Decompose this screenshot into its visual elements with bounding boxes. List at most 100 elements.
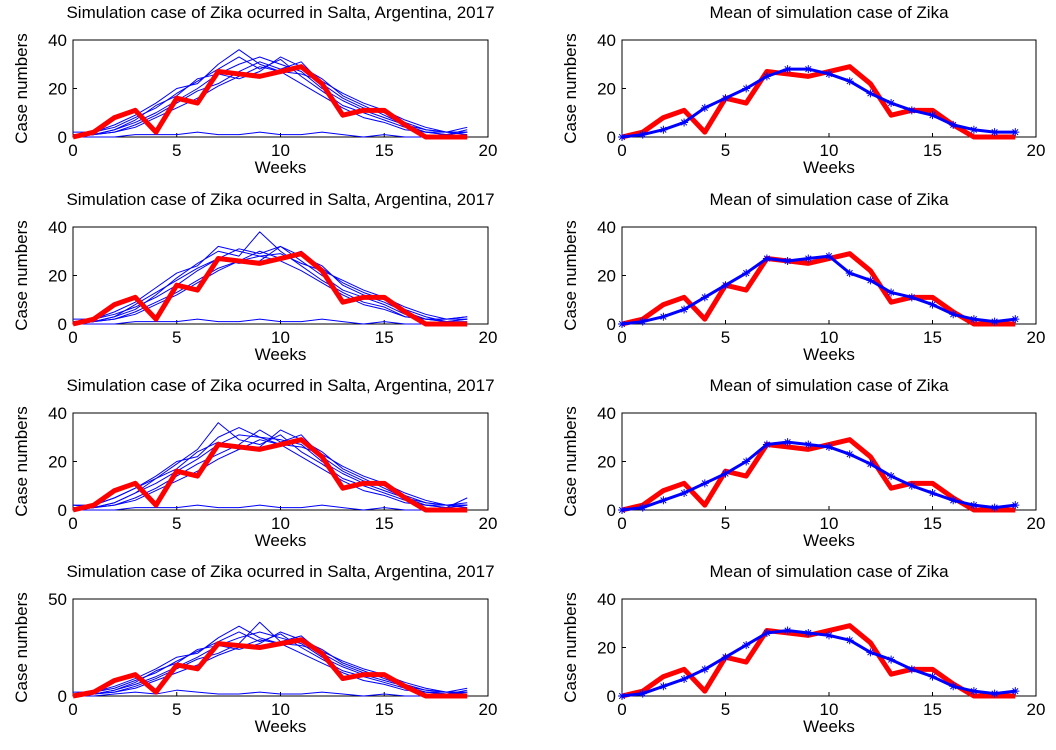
y-axis-label: Case numbers <box>561 220 580 331</box>
point-marker <box>990 317 999 326</box>
series-line <box>72 437 468 513</box>
point-marker <box>907 481 916 490</box>
y-tick-label: 20 <box>597 453 616 472</box>
x-tick-label: 20 <box>479 514 498 533</box>
point-marker <box>1011 687 1020 696</box>
x-axis-label: Weeks <box>803 158 855 177</box>
series-line <box>73 131 468 138</box>
x-tick-label: 20 <box>1027 514 1046 533</box>
series-line <box>621 254 1016 326</box>
x-tick-label: 10 <box>271 514 290 533</box>
point-marker <box>762 628 771 637</box>
point-marker <box>804 628 813 637</box>
series-line <box>621 629 1016 698</box>
point-marker <box>1011 128 1020 137</box>
x-tick-label: 5 <box>721 328 730 347</box>
point-marker <box>680 675 689 684</box>
point-marker <box>990 689 999 698</box>
point-marker <box>804 65 813 74</box>
x-tick-label: 10 <box>271 700 290 719</box>
y-tick-label: 20 <box>597 639 616 658</box>
point-marker <box>949 310 958 319</box>
point-marker <box>659 496 668 505</box>
point-marker <box>721 469 730 478</box>
point-marker <box>700 293 709 302</box>
point-marker <box>969 315 978 324</box>
x-tick-label: 20 <box>1027 700 1046 719</box>
x-tick-label: 0 <box>617 700 626 719</box>
y-axis-label: Case numbers <box>12 592 31 703</box>
x-tick-label: 15 <box>375 514 394 533</box>
x-tick-label: 5 <box>172 141 181 160</box>
x-tick-label: 15 <box>923 141 942 160</box>
x-tick-label: 5 <box>721 514 730 533</box>
x-tick-label: 5 <box>172 700 181 719</box>
point-marker <box>783 65 792 74</box>
point-marker <box>845 77 854 86</box>
point-marker <box>638 317 647 326</box>
point-marker <box>866 276 875 285</box>
x-tick-label: 10 <box>820 328 839 347</box>
series-line <box>621 251 1016 327</box>
point-marker <box>700 479 709 488</box>
point-marker <box>680 305 689 314</box>
y-tick-label: 40 <box>597 31 616 50</box>
chart-title: Mean of simulation case of Zika <box>709 562 949 581</box>
x-tick-label: 15 <box>375 700 394 719</box>
point-marker <box>907 293 916 302</box>
x-tick-label: 15 <box>923 514 942 533</box>
point-marker <box>949 496 958 505</box>
y-tick-label: 20 <box>48 453 67 472</box>
series-line <box>72 64 468 140</box>
point-marker <box>783 626 792 635</box>
point-marker <box>762 440 771 449</box>
point-marker <box>928 489 937 498</box>
point-marker <box>721 281 730 290</box>
chart-title: Simulation case of Zika ocurred in Salta… <box>66 3 494 22</box>
point-marker <box>845 636 854 645</box>
point-marker <box>928 111 937 120</box>
point-marker <box>721 653 730 662</box>
point-marker <box>762 254 771 263</box>
x-axis-label: Weeks <box>255 158 307 177</box>
axes-box <box>72 412 489 511</box>
x-tick-label: 0 <box>68 700 77 719</box>
point-marker <box>783 438 792 447</box>
point-marker <box>618 692 626 700</box>
x-axis-label: Weeks <box>803 345 855 364</box>
point-marker <box>659 125 668 134</box>
x-tick-label: 0 <box>68 514 77 533</box>
point-marker <box>659 312 668 321</box>
series-line <box>621 67 1016 139</box>
x-tick-label: 5 <box>172 514 181 533</box>
point-marker <box>638 503 647 512</box>
point-marker <box>700 665 709 674</box>
y-tick-label: 20 <box>597 267 616 286</box>
point-marker <box>845 269 854 278</box>
series-line <box>621 440 1016 512</box>
series-line <box>72 637 468 699</box>
x-tick-label: 0 <box>68 328 77 347</box>
point-marker <box>659 682 668 691</box>
point-marker <box>825 252 833 261</box>
chart-title: Mean of simulation case of Zika <box>709 376 949 395</box>
x-axis-label: Weeks <box>255 531 307 550</box>
y-axis-label: Case numbers <box>561 406 580 517</box>
y-tick-label: 40 <box>48 404 67 423</box>
point-marker <box>742 84 751 93</box>
x-tick-label: 15 <box>923 328 942 347</box>
x-tick-label: 10 <box>820 514 839 533</box>
y-tick-label: 20 <box>597 80 616 99</box>
y-axis-label: Case numbers <box>12 33 31 144</box>
point-marker <box>969 125 978 134</box>
point-marker <box>969 501 978 510</box>
point-marker <box>907 665 916 674</box>
x-tick-label: 15 <box>375 328 394 347</box>
x-axis-label: Weeks <box>255 345 307 364</box>
y-axis-label: Case numbers <box>561 592 580 703</box>
point-marker <box>990 128 999 137</box>
x-tick-label: 20 <box>479 328 498 347</box>
x-tick-label: 5 <box>721 700 730 719</box>
series-line <box>72 251 468 327</box>
